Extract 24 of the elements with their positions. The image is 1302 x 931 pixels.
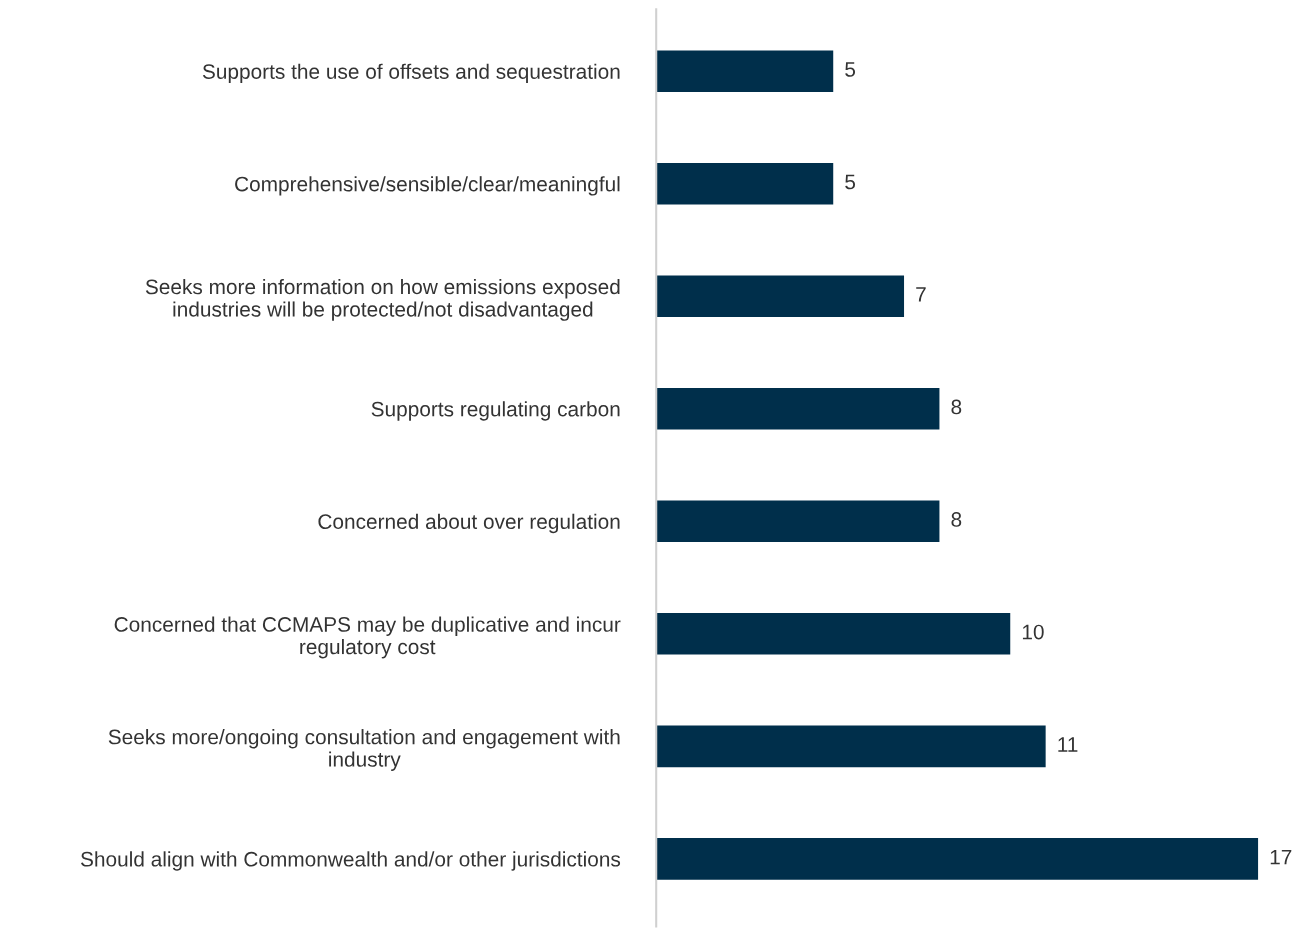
y-tick-label: Seeks more/ongoing consultation and engagement with industry bbox=[108, 729, 620, 771]
bar bbox=[656, 500, 940, 543]
y-tick-label: Seeks more information on how emissions exposed industries will be protected/not disadvantaged bbox=[145, 278, 620, 321]
y-tick-label: Comprehensive/sensible/clear/meaningful bbox=[235, 176, 620, 196]
y-tick-label: Concerned that CCMAPS may be duplicative and incur regulatory cost bbox=[114, 616, 621, 659]
data-label: 8 bbox=[951, 512, 962, 527]
bar bbox=[656, 387, 940, 430]
y-tick-label: Should align with Commonwealth and/or other jurisdictions bbox=[80, 851, 621, 871]
bar bbox=[656, 275, 905, 318]
y-tick-label: Supports regulating carbon bbox=[371, 401, 620, 421]
data-label: 7 bbox=[916, 287, 926, 302]
bar bbox=[656, 838, 1259, 880]
bar bbox=[656, 612, 1011, 655]
y-tick-label: Concerned about over regulation bbox=[318, 513, 620, 534]
data-label: 5 bbox=[845, 62, 856, 77]
bar bbox=[656, 162, 834, 205]
data-label: 11 bbox=[1058, 737, 1078, 752]
y-tick-label: Supports the use of offsets and sequestration bbox=[202, 63, 620, 84]
data-label: 17 bbox=[1270, 849, 1292, 865]
bar bbox=[656, 725, 1046, 768]
data-label: 10 bbox=[1022, 624, 1044, 640]
data-label: 5 bbox=[845, 174, 856, 190]
bar bbox=[656, 50, 834, 93]
data-label: 8 bbox=[951, 399, 962, 415]
